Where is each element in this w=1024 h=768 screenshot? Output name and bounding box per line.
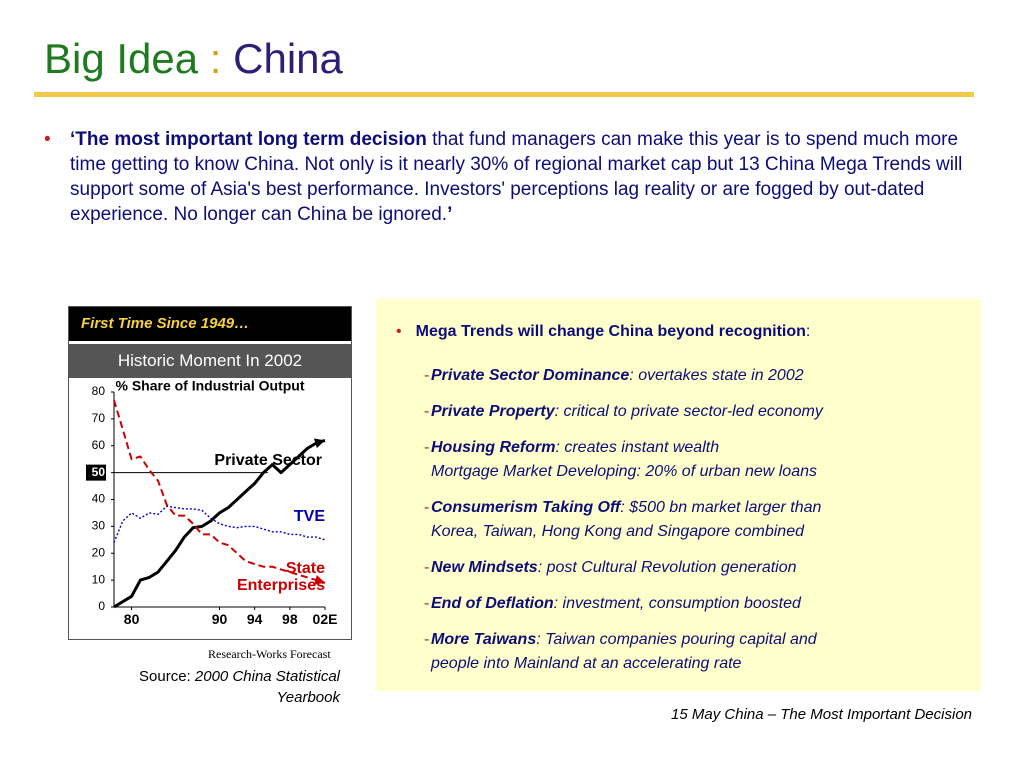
trend-item: - Private Property: critical to private … xyxy=(424,400,823,424)
trend-text: : Taiwan companies pouring capital and xyxy=(536,631,817,648)
trend-label: Consumerism Taking Off xyxy=(431,499,621,516)
chart-banner-2: Historic Moment In 2002 xyxy=(69,344,351,378)
trend-dash: - xyxy=(424,403,430,420)
trend-text: : investment, consumption boosted xyxy=(553,595,801,612)
x-tick-label: 98 xyxy=(282,611,298,627)
forecast-note: Research-Works Forecast xyxy=(208,647,331,661)
intro-bold-lead: ‘The most important long term decision xyxy=(70,129,427,150)
source-title: 2000 China Statistical Yearbook xyxy=(194,668,340,706)
x-tick-label: 02E xyxy=(313,611,338,627)
trend-item: - Housing Reform: creates instant wealth… xyxy=(424,436,817,484)
trend-dash: - xyxy=(424,559,430,576)
mega-trends-heading-colon: : xyxy=(805,323,811,340)
y-tick-label: 80 xyxy=(92,384,106,398)
mega-trends-heading-text: Mega Trends will change China beyond rec… xyxy=(415,323,806,340)
y-tick-label: 0 xyxy=(98,599,105,613)
intro-close-quote: ’ xyxy=(447,204,453,225)
trend-item: - End of Deflation: investment, consumpt… xyxy=(424,592,801,616)
title-part1: Big Idea xyxy=(44,35,199,82)
series-arrowhead xyxy=(314,575,325,585)
title-colon: : xyxy=(209,35,222,82)
intro-bullet: • xyxy=(44,129,51,150)
trend-text-line2: Korea, Taiwan, Hong Kong and Singapore c… xyxy=(431,523,804,540)
trend-label: Housing Reform xyxy=(431,439,556,456)
slide-title: Big Idea : China xyxy=(44,34,343,84)
trend-text: : critical to private sector-led economy xyxy=(554,403,823,420)
trend-dash: - xyxy=(424,439,430,456)
mega-trends-panel: • Mega Trends will change China beyond re… xyxy=(376,299,981,691)
trend-item: - More Taiwans: Taiwan companies pouring… xyxy=(424,628,817,676)
title-part2: China xyxy=(233,35,343,82)
chart-title: % Share of Industrial Output xyxy=(115,378,304,394)
trend-item: - Private Sector Dominance: overtakes st… xyxy=(424,364,804,388)
y-tick-label: 20 xyxy=(92,545,106,559)
footer-note: 15 May China – The Most Important Decisi… xyxy=(671,706,972,723)
chart-card: First Time Since 1949… Historic Moment I… xyxy=(68,306,352,640)
y-tick-label: 40 xyxy=(92,492,106,506)
trend-text-line2: people into Mainland at an accelerating … xyxy=(431,655,742,672)
annotation-enterprises: Enterprises xyxy=(237,577,325,594)
source-note: Source: 2000 China Statistical Yearbook xyxy=(100,666,340,708)
industrial-output-chart: % Share of Industrial Output 0 10 20 30 40 50 6… xyxy=(86,378,338,627)
intro-body: ‘The most important long term decision t… xyxy=(70,127,964,227)
trend-text: : post Cultural Revolution generation xyxy=(537,559,797,576)
highlighted-tick-box xyxy=(86,464,106,481)
trend-item: - New Mindsets: post Cultural Revolution… xyxy=(424,556,797,580)
intro-paragraph: • ‘The most important long term decision… xyxy=(44,127,964,227)
intro-text: that fund managers can make this year is… xyxy=(70,129,963,225)
title-underline xyxy=(34,92,974,97)
annotation-tve: TVE xyxy=(294,508,325,525)
y-tick-label: 70 xyxy=(92,411,106,425)
trend-text-line2: Mortgage Market Developing: 20% of urban… xyxy=(431,463,817,480)
trend-text: : overtakes state in 2002 xyxy=(629,367,804,384)
x-tick-label: 90 xyxy=(212,611,228,627)
trend-label: Private Sector Dominance xyxy=(431,367,630,384)
trend-dash: - xyxy=(424,499,430,516)
source-label: Source: xyxy=(139,668,195,685)
trend-dash: - xyxy=(424,367,430,384)
x-tick-label: 80 xyxy=(124,611,140,627)
panel-bullet: • xyxy=(396,323,402,340)
x-tick-label: 94 xyxy=(247,611,263,627)
annotation-state: State xyxy=(286,560,325,577)
y-tick-label: 30 xyxy=(92,519,106,533)
series-arrowhead xyxy=(314,438,325,449)
trend-label: End of Deflation xyxy=(431,595,554,612)
series-line-state-enterprises xyxy=(113,399,326,584)
trend-dash: - xyxy=(424,631,430,648)
trend-text: : $500 bn market larger than xyxy=(620,499,822,516)
trend-label: Private Property xyxy=(431,403,555,420)
trend-dash: - xyxy=(424,595,430,612)
trend-text: : creates instant wealth xyxy=(555,439,720,456)
trend-label: New Mindsets xyxy=(431,559,538,576)
y-tick-label: 60 xyxy=(92,438,106,452)
chart-banner-1: First Time Since 1949… xyxy=(69,307,351,341)
y-tick-label: 10 xyxy=(92,572,106,586)
y-tick-label: 50 xyxy=(92,465,106,479)
series-line-private-sector xyxy=(113,438,326,609)
annotation-private-sector: Private Sector xyxy=(214,452,322,469)
trend-label: More Taiwans xyxy=(431,631,537,648)
trend-item: - Consumerism Taking Off: $500 bn market… xyxy=(424,496,822,544)
mega-trends-heading: • Mega Trends will change China beyond re… xyxy=(396,323,810,341)
